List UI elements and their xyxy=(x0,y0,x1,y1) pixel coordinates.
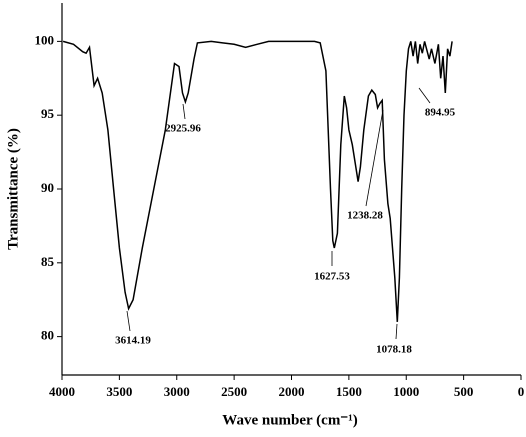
annotation: 1627.53 xyxy=(314,271,350,283)
y-axis-label: Transmittance (%) xyxy=(5,128,21,250)
annotation: 2925.96 xyxy=(165,123,201,135)
y-tick-label: 80 xyxy=(41,328,54,343)
annotation: 3614.19 xyxy=(115,335,151,347)
annotation-leader xyxy=(418,87,431,104)
annotation-leader xyxy=(395,323,398,340)
x-tick-label: 1500 xyxy=(336,384,362,399)
x-tick-label: 2000 xyxy=(279,384,305,399)
x-tick-label: 4000 xyxy=(49,384,75,399)
x-tick-label: 3500 xyxy=(106,384,132,399)
x-tick-label: 1000 xyxy=(393,384,419,399)
annotation-leader xyxy=(365,109,384,207)
annotation: 1078.18 xyxy=(376,344,412,356)
annotation: 894.95 xyxy=(425,107,456,119)
annotation: 1238.28 xyxy=(347,210,383,222)
x-axis-label: Wave number (cm⁻¹) xyxy=(222,412,357,428)
y-tick-label: 100 xyxy=(35,32,55,47)
x-tick-label: 2500 xyxy=(221,384,247,399)
spectrum-line xyxy=(62,40,453,322)
y-tick-label: 95 xyxy=(41,106,55,121)
x-tick-label: 500 xyxy=(454,384,474,399)
x-tick-label: 3000 xyxy=(164,384,190,399)
x-tick-label: 0 xyxy=(518,384,525,399)
annotation-leader xyxy=(126,310,131,332)
y-tick-label: 90 xyxy=(41,180,54,195)
y-tick-label: 85 xyxy=(41,254,55,269)
annotation-leader xyxy=(182,103,186,120)
